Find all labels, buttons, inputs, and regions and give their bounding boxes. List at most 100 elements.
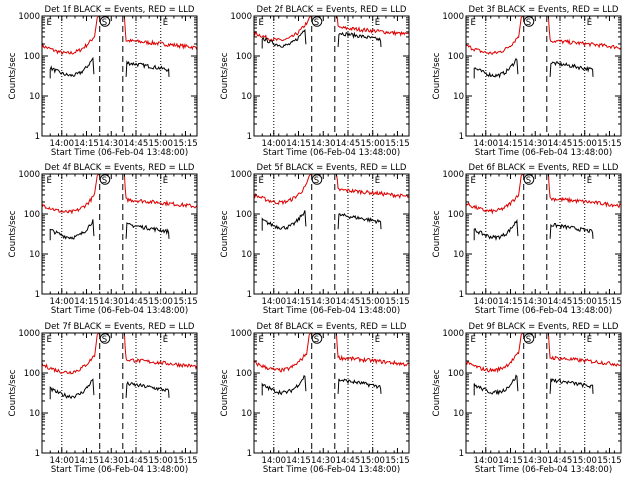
x-tick-label: 14:15: [286, 297, 311, 307]
x-axis-label: Start Time (06-Feb-04 13:48:00): [263, 306, 400, 316]
x-tick-label: 15:15: [173, 456, 198, 466]
events-series-line: [261, 210, 307, 231]
x-tick-label: 14:15: [74, 139, 99, 149]
events-series-line: [549, 61, 594, 77]
marker-s-label: S: [102, 335, 107, 345]
panel-det-2: Det 2f BLACK = Events, RED = LLD 1 10 100 10…: [220, 5, 410, 158]
marker-s-circle: [99, 174, 111, 185]
lld-series-line: [123, 173, 198, 209]
x-tick-label: 15:15: [597, 297, 622, 307]
y-tick-label: 100: [448, 52, 464, 62]
panel-det-5: Det 5f BLACK = Events, RED = LLD 1 10 100 10…: [220, 163, 410, 316]
y-tick-label: 10: [453, 92, 464, 102]
y-tick-label: 10: [453, 409, 464, 419]
lld-series-line: [41, 173, 100, 215]
lld-series-line: [465, 173, 524, 215]
lld-series-line: [253, 15, 312, 42]
y-axis-label: Counts/sec: [220, 52, 230, 99]
marker-s-circle: [523, 333, 535, 344]
x-tick-label: 14:45: [124, 139, 149, 149]
y-tick-label: 1: [35, 132, 40, 142]
panel-det-4: Det 4f BLACK = Events, RED = LLD 1 10 100 10…: [8, 163, 198, 316]
panel-det-6: Det 6f BLACK = Events, RED = LLD 1 10 100 10…: [432, 163, 622, 316]
y-axis-label: Counts/sec: [220, 369, 230, 416]
x-tick-label: 14:30: [99, 297, 124, 307]
y-tick-label: 100: [236, 210, 252, 220]
marker-e-label: E: [46, 176, 51, 186]
lld-series-line: [41, 332, 100, 375]
y-tick-label: 1: [459, 449, 464, 459]
y-tick-label: 10: [29, 92, 40, 102]
x-tick-label: 15:00: [360, 456, 385, 466]
x-tick-label: 15:00: [572, 139, 597, 149]
y-tick-label: 1000: [442, 329, 464, 339]
lld-series-line: [41, 15, 100, 56]
y-axis-label: Counts/sec: [432, 52, 442, 99]
marker-e-label: E: [587, 176, 592, 186]
x-tick-label: 14:15: [74, 297, 99, 307]
y-tick-label: 1000: [230, 12, 252, 22]
x-tick-label: 14:15: [498, 456, 523, 466]
y-tick-label: 10: [453, 250, 464, 260]
x-tick-label: 14:15: [498, 139, 523, 149]
events-series-line: [261, 375, 307, 396]
x-tick-label: 14:15: [286, 456, 311, 466]
marker-s-circle: [311, 174, 323, 185]
x-tick-label: 14:45: [548, 297, 573, 307]
y-tick-label: 1: [247, 132, 252, 142]
panel-title: Det 8f BLACK = Events, RED = LLD: [257, 322, 407, 332]
x-tick-label: 14:30: [311, 139, 336, 149]
marker-e-label: E: [375, 18, 380, 28]
panel-det-3: Det 3f BLACK = Events, RED = LLD 1 10 100 10…: [432, 5, 622, 158]
x-tick-label: 15:00: [148, 456, 173, 466]
panel-title: Det 6f BLACK = Events, RED = LLD: [469, 163, 619, 173]
y-tick-label: 1000: [442, 170, 464, 180]
lld-series-line: [547, 173, 622, 209]
x-tick-label: 14:00: [50, 139, 75, 149]
events-series-line: [49, 56, 95, 79]
y-tick-label: 10: [29, 250, 40, 260]
x-tick-label: 15:15: [597, 456, 622, 466]
lld-series-line: [547, 15, 622, 50]
x-tick-label: 15:15: [385, 456, 410, 466]
x-tick-label: 14:00: [474, 456, 499, 466]
x-tick-label: 14:45: [124, 297, 149, 307]
panel-det-7: Det 7f BLACK = Events, RED = LLD 1 10 100 10…: [8, 322, 198, 475]
panel-title: Det 9f BLACK = Events, RED = LLD: [469, 322, 619, 332]
marker-e-label: E: [375, 335, 380, 345]
plot-frame: [253, 173, 410, 295]
marker-e-label: E: [587, 18, 592, 28]
marker-s-label: S: [526, 335, 531, 345]
x-tick-label: 14:00: [474, 139, 499, 149]
y-axis-label: Counts/sec: [8, 52, 18, 99]
x-tick-label: 14:30: [99, 456, 124, 466]
plot-frame: [41, 332, 198, 454]
y-tick-label: 100: [24, 210, 40, 220]
x-tick-label: 15:00: [572, 456, 597, 466]
x-tick-label: 14:30: [523, 456, 548, 466]
x-tick-label: 15:15: [173, 139, 198, 149]
x-tick-label: 15:00: [148, 297, 173, 307]
x-tick-label: 14:00: [262, 297, 287, 307]
x-tick-label: 14:45: [336, 297, 361, 307]
marker-s-circle: [99, 16, 111, 27]
marker-s-label: S: [314, 18, 319, 28]
x-tick-label: 14:45: [336, 139, 361, 149]
lld-series-line: [465, 332, 524, 374]
y-tick-label: 1000: [230, 170, 252, 180]
x-tick-label: 15:15: [597, 139, 622, 149]
x-tick-label: 14:00: [262, 139, 287, 149]
x-tick-label: 15:00: [360, 297, 385, 307]
marker-s-label: S: [314, 176, 319, 186]
events-series-line: [125, 222, 170, 239]
marker-e-label: E: [470, 176, 475, 186]
y-tick-label: 1: [247, 290, 252, 300]
x-axis-label: Start Time (06-Feb-04 13:48:00): [263, 465, 400, 475]
y-tick-label: 1: [247, 449, 252, 459]
y-tick-label: 1000: [18, 329, 40, 339]
y-tick-label: 100: [236, 369, 252, 379]
panel-det-1: Det 1f BLACK = Events, RED = LLD 1 10 100 10…: [8, 5, 198, 158]
lld-series-line: [335, 15, 409, 37]
marker-s-label: S: [314, 335, 319, 345]
